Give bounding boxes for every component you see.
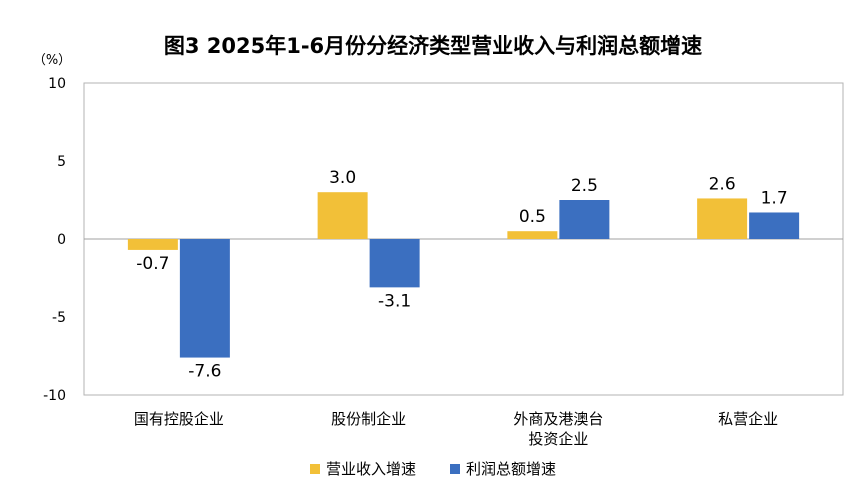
data-label: -7.6 xyxy=(188,362,221,382)
x-tick-label: 投资企业 xyxy=(528,430,588,448)
data-label: -0.7 xyxy=(136,254,169,274)
y-tick-label: 0 xyxy=(57,232,66,248)
data-label: 2.6 xyxy=(709,174,736,194)
y-tick-label: 5 xyxy=(57,154,66,170)
x-tick-label: 股份制企业 xyxy=(331,410,406,428)
x-tick-label: 国有控股企业 xyxy=(134,410,224,428)
chart-title: 图3 2025年1-6月份分经济类型营业收入与利润总额增速 xyxy=(163,34,703,58)
legend-label-revenue: 营业收入增速 xyxy=(325,460,416,478)
data-label: 0.5 xyxy=(519,207,546,227)
bar-profit xyxy=(749,212,800,239)
legend-item-profit: 利润总额增速 xyxy=(450,458,556,479)
data-label: 1.7 xyxy=(761,188,788,208)
y-axis-unit: （%） xyxy=(33,53,71,68)
y-tick-label: -10 xyxy=(43,388,66,404)
x-tick-label: 私营企业 xyxy=(718,410,778,428)
legend-label-profit: 利润总额增速 xyxy=(466,460,557,478)
legend: 营业收入增速 利润总额增速 xyxy=(0,458,866,479)
data-label: -3.1 xyxy=(378,291,411,311)
bar-profit xyxy=(559,200,610,239)
y-tick-label: 10 xyxy=(48,76,66,92)
bar-revenue xyxy=(507,231,558,239)
data-label: 2.5 xyxy=(571,176,598,196)
bar-revenue xyxy=(127,239,178,250)
legend-swatch-profit xyxy=(450,463,460,474)
data-label: 3.0 xyxy=(329,168,356,188)
bar-revenue xyxy=(317,192,368,239)
legend-swatch-revenue xyxy=(309,463,320,474)
bar-revenue xyxy=(697,198,748,239)
legend-item-revenue: 营业收入增速 xyxy=(309,458,416,479)
bar-profit xyxy=(179,239,230,358)
bar-profit xyxy=(369,239,420,288)
y-tick-label: -5 xyxy=(52,310,66,326)
x-tick-label: 外商及港澳台 xyxy=(513,410,603,428)
